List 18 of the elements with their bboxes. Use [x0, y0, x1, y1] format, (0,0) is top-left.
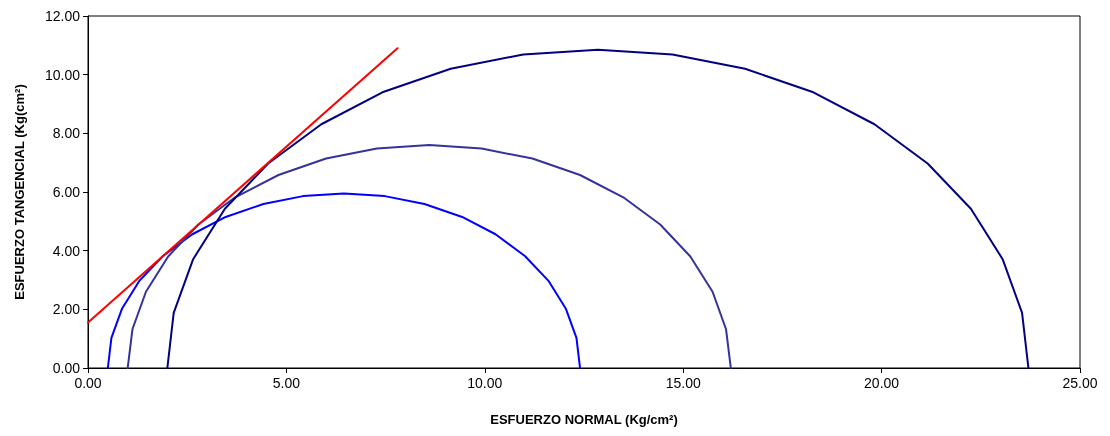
x-tick-label: 25.00 [1062, 375, 1098, 391]
x-tick-label: 20.00 [864, 375, 900, 391]
x-tick-label: 15.00 [665, 375, 701, 391]
x-tick-label: 10.00 [467, 375, 503, 391]
y-tick-label: 8.00 [52, 125, 81, 142]
line-series [166, 48, 1030, 369]
y-tick-label: 4.00 [52, 242, 81, 259]
y-tick-label: 2.00 [52, 301, 81, 318]
y-tick-label: 0.00 [52, 360, 81, 376]
x-tick-label: 0.00 [74, 375, 102, 391]
line-series [126, 144, 732, 369]
y-axis-title: ESFUERZO TANGENCIAL (Kg(cm²) [12, 84, 27, 300]
y-tick-label: 12.00 [44, 8, 81, 24]
y-tick-label: 6.00 [52, 184, 81, 200]
x-axis-title: ESFUERZO NORMAL (Kg/cm²) [490, 412, 678, 427]
y-tick-label: 10.00 [44, 66, 81, 83]
x-tick-label: 5.00 [272, 375, 301, 391]
line-series [106, 192, 582, 369]
